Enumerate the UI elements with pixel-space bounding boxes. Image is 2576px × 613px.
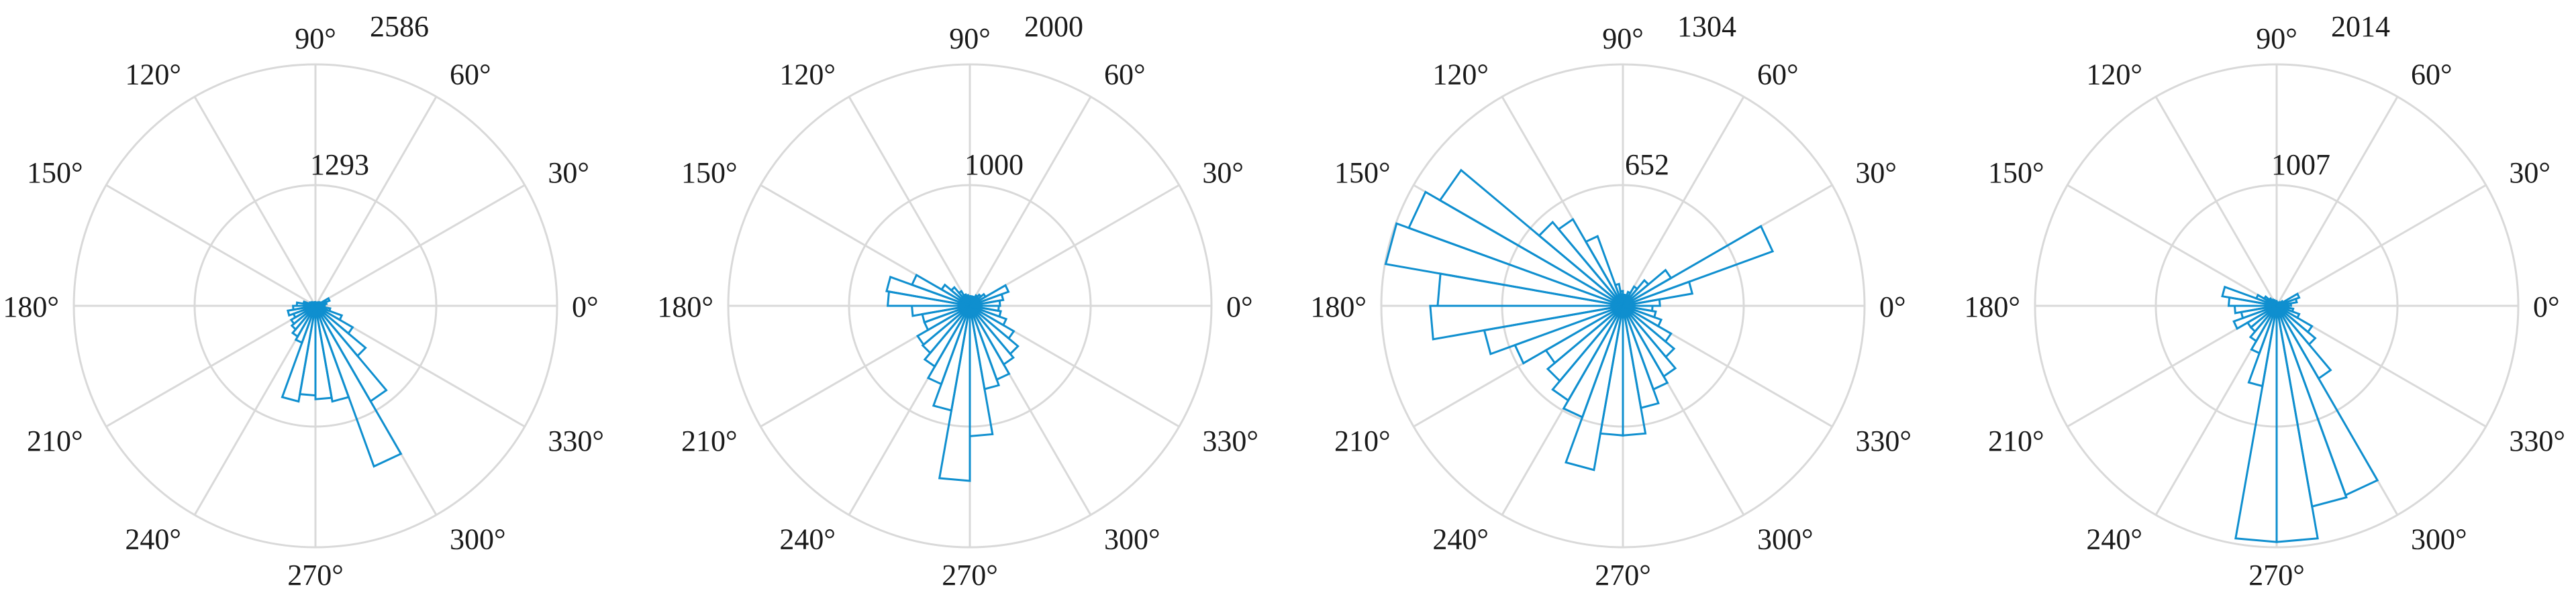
histogram-bar (315, 296, 331, 307)
angle-tick-label: 240° (2086, 522, 2142, 555)
angle-tick-label: 180° (3, 290, 59, 323)
angle-tick-label: 270° (942, 559, 998, 592)
outer-ring (72, 63, 558, 549)
histogram-bar (2276, 304, 2290, 309)
histogram-bar (969, 304, 1000, 313)
angle-tick-label: 240° (125, 522, 181, 555)
angle-tick-label: 150° (1334, 156, 1391, 189)
angle-tick-label: 60° (1757, 58, 1799, 91)
angle-tick-label: 90° (2256, 22, 2297, 55)
angle-tick-label: 270° (287, 559, 344, 592)
angle-tick-label: 60° (2411, 58, 2453, 91)
angle-tick-label: 300° (1757, 522, 1814, 555)
radius-tick-label: 1293 (310, 148, 369, 181)
angle-tick-label: 0° (572, 290, 599, 323)
histogram-bar (1622, 304, 1654, 313)
angle-tick-label: 90° (949, 22, 991, 55)
angle-tick-label: 150° (681, 156, 738, 189)
angle-tick-label: 0° (1879, 290, 1906, 323)
angle-tick-label: 300° (2411, 522, 2467, 555)
angle-tick-label: 180° (1310, 290, 1367, 323)
radius-tick-label: 2014 (2331, 10, 2390, 43)
angle-tick-label: 300° (1104, 522, 1160, 555)
polar-plot-4: 0° 30° 60° 90° 120° 150° 180° 210° 240° 270° 300° 3… (1964, 10, 2565, 592)
angle-tick-label: 120° (2086, 58, 2142, 91)
angle-tick-label: 60° (1104, 58, 1146, 91)
angle-tick-label: 210° (27, 425, 83, 457)
angle-tick-label: 330° (548, 425, 604, 457)
histogram-bar (2275, 305, 2379, 497)
histogram-bar (1622, 225, 1775, 307)
angle-tick-label: 60° (450, 58, 491, 91)
angle-tick-label: 180° (657, 290, 713, 323)
angle-tick-label: 210° (1334, 425, 1391, 457)
angle-tick-label: 240° (1432, 522, 1489, 555)
angle-tick-label: 180° (1964, 290, 2020, 323)
histogram-bar (969, 284, 1010, 307)
histogram-bar (315, 304, 326, 309)
polar-plot-1: 0° 30° 60° 90° 120° 150° 180° 210° 240° 270° 300° 3… (3, 10, 604, 592)
angle-tick-label: 0° (2533, 290, 2560, 323)
polar-plot-3: 0° 30° 60° 90° 120° 150° 180° 210° 240° 270° 300° 3… (1310, 10, 1912, 592)
outer-ring (1380, 63, 1866, 549)
angle-tick-label: 210° (1988, 425, 2044, 457)
histogram-bar (1551, 305, 1624, 402)
radius-tick-label: 1007 (2271, 148, 2330, 181)
angle-tick-label: 30° (2509, 156, 2550, 189)
inner-ring (193, 184, 438, 428)
radius-tick-label: 1000 (964, 148, 1024, 181)
angle-tick-label: 270° (2248, 559, 2305, 592)
angle-tick-label: 210° (681, 425, 738, 457)
angle-tick-label: 300° (450, 522, 506, 555)
angle-tick-label: 120° (1432, 58, 1489, 91)
angle-tick-label: 30° (548, 156, 589, 189)
radius-tick-label: 2586 (370, 10, 429, 43)
outer-ring (2034, 63, 2520, 549)
outer-ring (727, 63, 1213, 549)
polar-plot-2: 0° 30° 60° 90° 120° 150° 180° 210° 240° 270° 300° 3… (657, 10, 1258, 592)
angle-tick-label: 330° (2509, 425, 2565, 457)
angle-tick-label: 150° (1988, 156, 2044, 189)
angle-tick-label: 120° (779, 58, 836, 91)
angle-tick-label: 30° (1855, 156, 1897, 189)
histogram-bar (314, 305, 388, 403)
angle-tick-label: 330° (1202, 425, 1258, 457)
angle-tick-label: 240° (779, 522, 836, 555)
angle-tick-label: 150° (27, 156, 83, 189)
histogram-bar (2276, 292, 2301, 307)
angle-tick-label: 270° (1595, 559, 1651, 592)
radius-tick-label: 652 (1625, 148, 1669, 181)
radius-tick-label: 1304 (1677, 10, 1736, 43)
angle-tick-label: 120° (125, 58, 181, 91)
angle-tick-label: 90° (1602, 22, 1644, 55)
angle-tick-label: 90° (295, 22, 336, 55)
angle-tick-label: 0° (1226, 290, 1253, 323)
angle-tick-label: 30° (1202, 156, 1244, 189)
angle-tick-label: 330° (1855, 425, 1912, 457)
radius-tick-label: 2000 (1024, 10, 1083, 43)
